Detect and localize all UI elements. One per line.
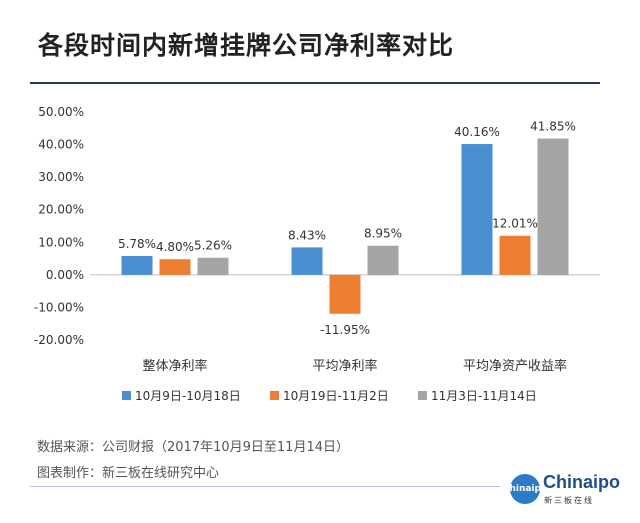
data-label: 5.78% — [118, 237, 156, 251]
legend-label: 11月3日-11月14日 — [431, 389, 537, 403]
data-label: -11.95% — [320, 323, 370, 337]
y-tick-label: 0.00% — [46, 268, 84, 282]
category-label: 整体净利率 — [142, 358, 207, 374]
y-tick-label: 30.00% — [38, 170, 84, 184]
legend-swatch — [270, 391, 279, 400]
title-divider — [30, 82, 600, 84]
bar — [159, 259, 191, 275]
data-label: 40.16% — [454, 125, 500, 139]
chinaipo-logo: Chinaipo Chinaipo 新三板在线 — [503, 471, 620, 515]
data-label: 4.80% — [156, 240, 194, 254]
legend-label: 10月19日-11月2日 — [283, 389, 389, 403]
logo-badge-icon: Chinaipo — [503, 474, 547, 504]
y-tick-label: -20.00% — [34, 333, 84, 347]
legend-swatch — [418, 391, 427, 400]
logo-subtitle: 新三板在线 — [544, 496, 594, 505]
y-tick-label: 40.00% — [38, 138, 84, 152]
footer-divider — [30, 486, 500, 487]
data-label: 5.26% — [194, 239, 232, 253]
bar — [197, 257, 229, 275]
bar — [121, 256, 153, 275]
bar — [329, 274, 361, 314]
chart-title: 各段时间内新增挂牌公司净利率对比 — [38, 31, 455, 60]
legend-label: 10月9日-10月18日 — [135, 389, 241, 403]
bar — [367, 245, 399, 275]
data-label: 12.01% — [492, 217, 538, 231]
y-tick-label: -10.00% — [34, 300, 84, 314]
bar — [499, 235, 531, 275]
data-source-note: 数据来源：公司财报（2017年10月9日至11月14日） — [37, 440, 349, 455]
y-tick-label: 50.00% — [38, 105, 84, 119]
data-label: 8.43% — [288, 228, 326, 242]
data-label: 8.95% — [364, 227, 402, 241]
y-tick-label: 20.00% — [38, 203, 84, 217]
category-label: 平均净资产收益率 — [463, 358, 567, 374]
bar — [537, 138, 569, 275]
data-label: 41.85% — [530, 120, 576, 134]
bar — [461, 144, 493, 275]
logo-wordmark: Chinaipo — [543, 472, 620, 492]
category-label: 平均净利率 — [312, 358, 377, 374]
bar — [291, 247, 323, 275]
chart-author-note: 图表制作：新三板在线研究中心 — [37, 466, 220, 481]
y-tick-label: 10.00% — [38, 235, 84, 249]
legend-swatch — [122, 391, 131, 400]
